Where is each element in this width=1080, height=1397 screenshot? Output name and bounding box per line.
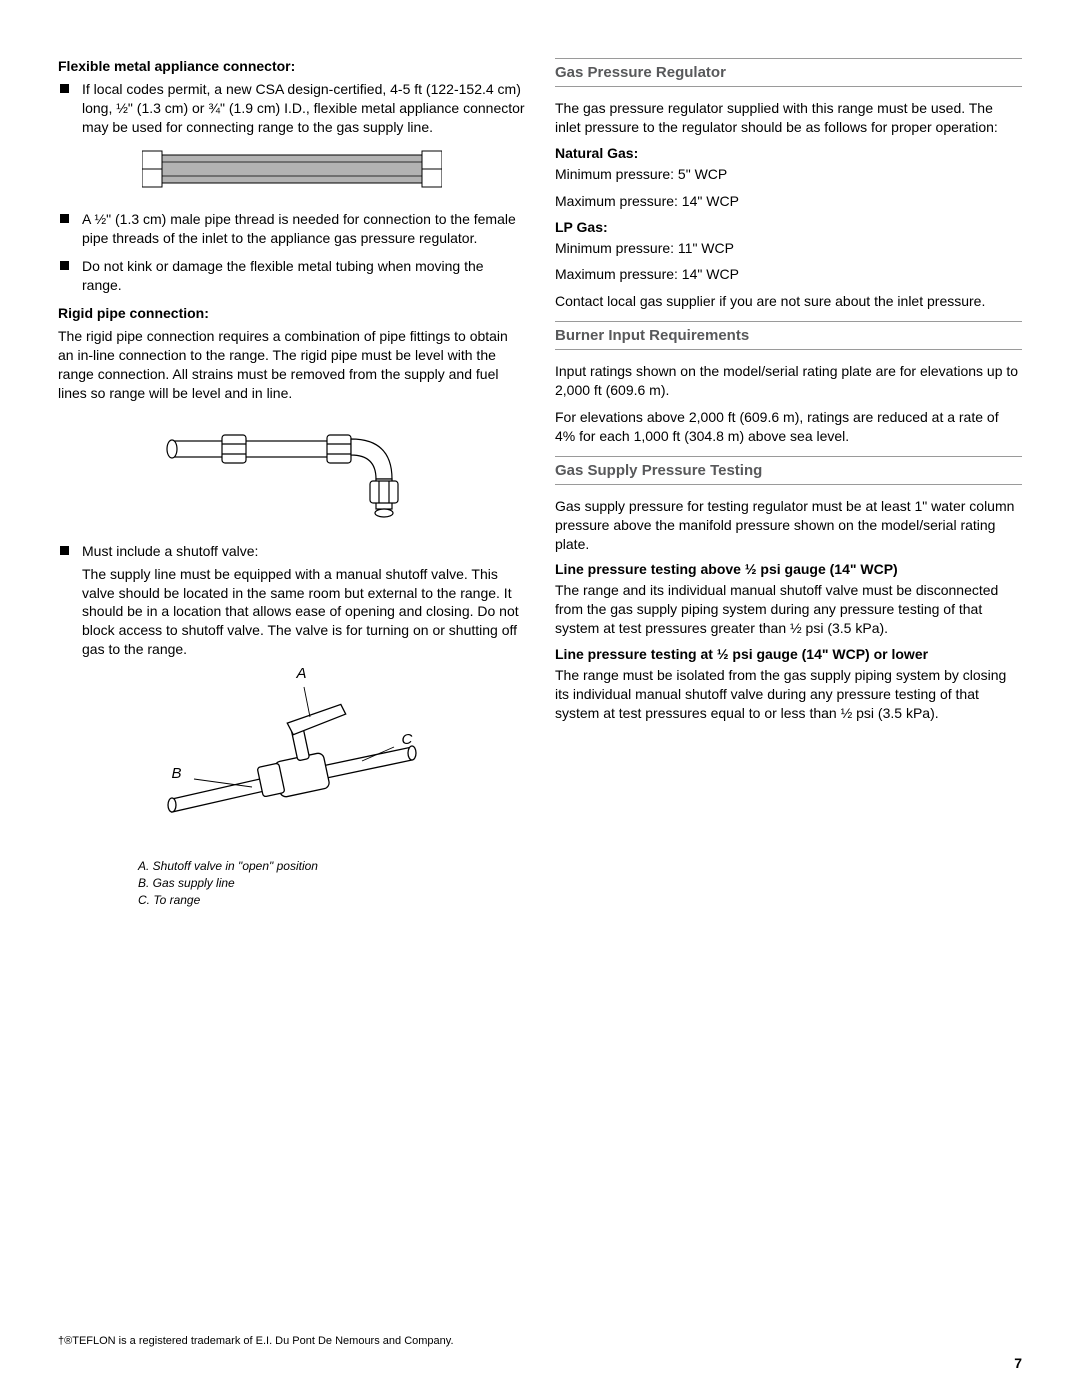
footnote: †®TEFLON is a registered trademark of E.… [58, 1335, 454, 1347]
sec3-p1: Gas supply pressure for testing regulato… [555, 497, 1022, 554]
sec-burner-input: Burner Input Requirements [555, 321, 1022, 350]
flex-bullet-3: Do not kink or damage the flexible metal… [58, 257, 525, 295]
caption-B: B. Gas supply line [138, 875, 525, 892]
shutoff-bullet-text: Must include a shutoff valve: [82, 543, 258, 559]
flex-connector-figure [58, 147, 525, 196]
flex-bullet-2: A ½" (1.3 cm) male pipe thread is needed… [58, 210, 525, 248]
shutoff-list: Must include a shutoff valve: The supply… [58, 542, 525, 659]
valve-label-C: C [402, 731, 413, 748]
lp-min: Minimum pressure: 11" WCP [555, 239, 1022, 258]
right-column: Gas Pressure Regulator The gas pressure … [555, 58, 1022, 909]
left-column: Flexible metal appliance connector: If l… [58, 58, 525, 909]
valve-figure: A B C [132, 669, 452, 844]
flex-connector-heading: Flexible metal appliance connector: [58, 58, 525, 74]
sec2-p2: For elevations above 2,000 ft (609.6 m),… [555, 408, 1022, 446]
shutoff-bullet: Must include a shutoff valve: The supply… [58, 542, 525, 659]
rigid-pipe-figure [58, 413, 525, 528]
sec3-sub2-body: The range must be isolated from the gas … [555, 666, 1022, 723]
lp-max: Maximum pressure: 14" WCP [555, 265, 1022, 284]
caption-C: C. To range [138, 892, 525, 909]
rigid-heading: Rigid pipe connection: [58, 305, 525, 321]
sec-gas-supply-testing: Gas Supply Pressure Testing [555, 456, 1022, 485]
sec1-contact: Contact local gas supplier if you are no… [555, 292, 1022, 311]
sec1-intro: The gas pressure regulator supplied with… [555, 99, 1022, 137]
flex-list-2: A ½" (1.3 cm) male pipe thread is needed… [58, 210, 525, 296]
sec3-sub1: Line pressure testing above ½ psi gauge … [555, 561, 1022, 577]
shutoff-body: The supply line must be equipped with a … [82, 565, 525, 659]
valve-svg [132, 669, 452, 839]
rigid-para: The rigid pipe connection requires a com… [58, 327, 525, 403]
natural-gas-heading: Natural Gas: [555, 145, 1022, 161]
lp-gas-heading: LP Gas: [555, 219, 1022, 235]
flex-list: If local codes permit, a new CSA design-… [58, 80, 525, 137]
sec3-sub2: Line pressure testing at ½ psi gauge (14… [555, 646, 1022, 662]
content-columns: Flexible metal appliance connector: If l… [58, 58, 1022, 909]
flex-bullet-1: If local codes permit, a new CSA design-… [58, 80, 525, 137]
sec3-sub1-body: The range and its individual manual shut… [555, 581, 1022, 638]
caption-A: A. Shutoff valve in "open" position [138, 858, 525, 875]
sec2-p1: Input ratings shown on the model/serial … [555, 362, 1022, 400]
flex-connector-svg [142, 147, 442, 191]
nat-max: Maximum pressure: 14" WCP [555, 192, 1022, 211]
page-number: 7 [1014, 1355, 1022, 1371]
valve-label-A: A [297, 665, 307, 682]
sec-gas-pressure-regulator: Gas Pressure Regulator [555, 58, 1022, 87]
rigid-pipe-svg [142, 413, 442, 523]
nat-min: Minimum pressure: 5" WCP [555, 165, 1022, 184]
valve-caption: A. Shutoff valve in "open" position B. G… [58, 858, 525, 908]
valve-label-B: B [172, 765, 182, 782]
